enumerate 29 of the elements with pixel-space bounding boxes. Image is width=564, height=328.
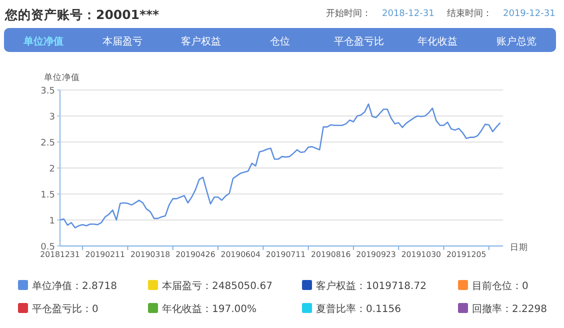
y-tick-label: 1 (49, 216, 55, 226)
y-tick-label: 0.5 (40, 242, 55, 252)
text: 结束时间： (447, 8, 492, 19)
y-tick-label: 1.5 (40, 190, 55, 200)
text: 目前仓位：0 (472, 280, 528, 292)
text: 账户总览 (496, 36, 537, 48)
y-axis-title: 单位净值 (44, 72, 80, 83)
text: 本届盈亏：2485050.67 (162, 280, 272, 292)
text: 单位净值：2.8718 (32, 280, 117, 292)
text: 2018-12-31 (382, 9, 434, 19)
text: 平仓盈亏比 (334, 36, 384, 48)
text: 本届盈亏 (102, 36, 142, 48)
text: 年化收益 (418, 36, 458, 48)
text: 开始时间： (326, 8, 371, 19)
x-axis-title: 日期 (510, 242, 528, 253)
y-tick-label: 3.5 (40, 86, 55, 96)
y-tick-label: 2 (49, 164, 55, 174)
text: 仓位 (270, 36, 290, 48)
text: 客户权益 (181, 36, 222, 48)
text: 2019-12-31 (503, 9, 556, 19)
text: 年化收益：197.00% (162, 303, 256, 315)
text: 单位净值 (22, 36, 64, 48)
y-tick-label: 2.5 (40, 138, 55, 148)
text: 夏普比率：0.1156 (316, 303, 401, 315)
y-tick-label: 3 (49, 112, 55, 122)
text: 客户权益：1019718.72 (316, 280, 426, 292)
chart-title: 您的资产账号：20001*** (4, 7, 160, 22)
text: 回撤率：2.2298 (472, 303, 547, 315)
text: 平仓盈亏比：0 (32, 303, 98, 315)
